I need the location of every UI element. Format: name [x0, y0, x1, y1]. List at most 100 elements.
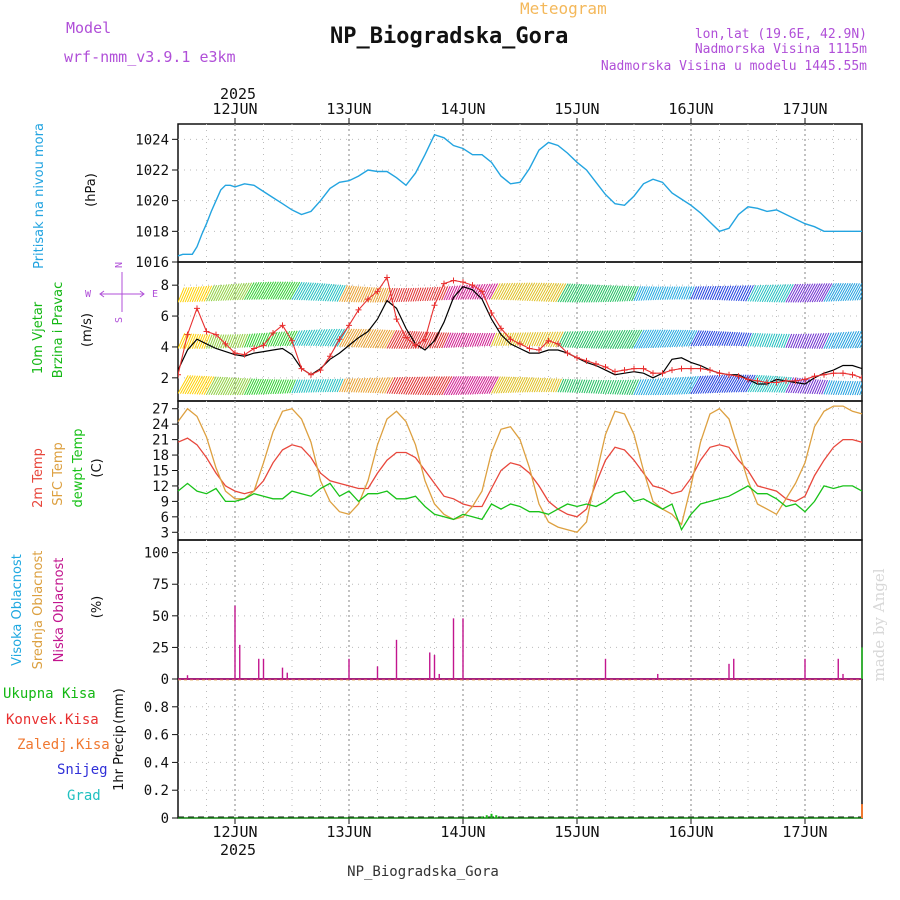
wind-barb-stroke	[189, 375, 201, 395]
wind-gust-marker	[469, 282, 476, 289]
wind-barb-stroke	[747, 332, 755, 347]
wind-barb-stroke	[426, 287, 434, 301]
wind-barb-stroke	[569, 331, 579, 348]
wind-barb-stroke	[453, 332, 461, 348]
wind-barb-stroke	[476, 332, 484, 347]
wind-barb-stroke	[730, 332, 738, 347]
wind-barb-stroke	[474, 376, 486, 395]
wind-barb-stroke	[303, 329, 313, 346]
wind-barb-stroke	[738, 332, 745, 347]
wind-barb-stroke	[486, 376, 497, 394]
wind-barb-stroke	[483, 376, 495, 395]
wind-barb-stroke	[787, 333, 795, 349]
wind-barb-stroke	[362, 286, 371, 303]
wind-barb-stroke	[191, 286, 200, 303]
wind-barb-stroke	[215, 376, 226, 396]
wind-barb-stroke	[305, 282, 317, 301]
wind-barb-stroke	[277, 281, 289, 300]
compass-s: S	[114, 317, 125, 323]
wind-gust-marker	[374, 288, 381, 295]
wind-gust-marker	[678, 365, 685, 372]
wind-barb-stroke	[517, 282, 528, 301]
wind-barb-stroke	[213, 284, 223, 302]
wind-barb-stroke	[790, 333, 798, 349]
wind-barb-stroke	[742, 332, 750, 347]
temp-title: 2m Temp	[31, 448, 46, 508]
wind-barb-stroke	[436, 332, 445, 349]
wind-gust-marker	[178, 371, 181, 378]
wind-barb-stroke	[298, 282, 310, 301]
wind-barb-stroke	[248, 282, 260, 300]
wind-barb-stroke	[524, 377, 533, 393]
precip-ytick-label: 0	[161, 811, 169, 827]
temperature-ytick-label: 15	[152, 464, 169, 480]
wind-barb-stroke	[178, 375, 189, 394]
wind-barb-stroke	[738, 285, 747, 302]
wind-barb-stroke	[654, 286, 662, 301]
wind-barb-stroke	[524, 282, 536, 301]
precip-frame	[177, 678, 863, 819]
wind-barb-stroke	[481, 332, 488, 347]
wind-barb-stroke	[312, 329, 323, 347]
wind-gust-marker	[707, 367, 713, 374]
wind-barb-stroke	[502, 282, 513, 301]
wind-barb-stroke	[488, 283, 499, 300]
wind-barb-stroke	[590, 284, 601, 303]
wind-barb-stroke	[310, 379, 317, 393]
wind-barb-stroke	[702, 375, 714, 394]
wind-barb-stroke	[529, 332, 537, 347]
wind-gust-marker	[773, 379, 780, 386]
wind-barb-stroke	[400, 376, 411, 395]
wind-barb-stroke	[799, 378, 808, 394]
wind-barb-stroke	[284, 281, 296, 300]
wind-barb-stroke	[859, 387, 862, 396]
wind-gust-marker	[555, 340, 561, 347]
wind-barb-stroke	[486, 283, 496, 300]
wind-barb-stroke	[324, 328, 336, 347]
wind-barb-stroke	[386, 330, 398, 349]
wind-barb-stroke	[529, 282, 540, 302]
wind-barb-stroke	[814, 379, 822, 395]
temp-sfc-line	[177, 405, 863, 534]
wind-gust-marker	[802, 376, 808, 383]
wind-barb-stroke	[837, 331, 847, 349]
wind-barb-stroke	[303, 379, 310, 393]
wind-barb-stroke	[213, 376, 224, 396]
wind-barb-stroke	[759, 333, 766, 347]
wind-barb-stroke	[609, 285, 619, 303]
wind-barb-stroke	[583, 379, 590, 394]
wind-barb-stroke	[669, 329, 680, 348]
temperature-ytick-label: 27	[152, 402, 169, 418]
wind-gust-marker	[612, 368, 618, 375]
wind-barb-stroke	[336, 328, 348, 347]
wind-barb-stroke	[239, 378, 249, 396]
wind-barb-stroke	[597, 379, 605, 394]
wind-barb-stroke	[721, 285, 729, 301]
wind-barb-stroke	[833, 332, 842, 349]
wind-barb-stroke	[828, 332, 837, 349]
wind-barb-stroke	[676, 329, 687, 348]
wind-barb-stroke	[697, 330, 707, 347]
wind-barb-stroke	[764, 375, 774, 393]
wind-gust-marker	[859, 374, 862, 381]
precip-unit: (mm)	[112, 688, 127, 723]
wind-barb-stroke	[298, 329, 308, 346]
wind-barb-stroke	[749, 332, 757, 347]
wind-barb-stroke	[267, 332, 276, 347]
wind-barb-stroke	[393, 287, 401, 303]
wind-barb-stroke	[569, 283, 581, 303]
wind-barb-stroke	[203, 285, 213, 302]
wind-barb-stroke	[771, 284, 782, 303]
wind-barb-stroke	[766, 333, 773, 348]
wind-barb-stroke	[360, 328, 372, 348]
precip-legend-conv: Konvek.Kisa	[6, 712, 99, 728]
wind-barb-stroke	[830, 283, 842, 302]
wind-barb-stroke	[203, 334, 211, 349]
wind-barb-stroke	[662, 377, 672, 396]
wind-barb-stroke	[443, 286, 451, 301]
wind-barb-stroke	[279, 379, 287, 394]
x-day-label-bottom: 14JUN	[440, 823, 485, 841]
wind-gust-marker	[279, 322, 286, 329]
wind-barb-stroke	[730, 374, 742, 393]
wind-barb-stroke	[450, 285, 459, 301]
